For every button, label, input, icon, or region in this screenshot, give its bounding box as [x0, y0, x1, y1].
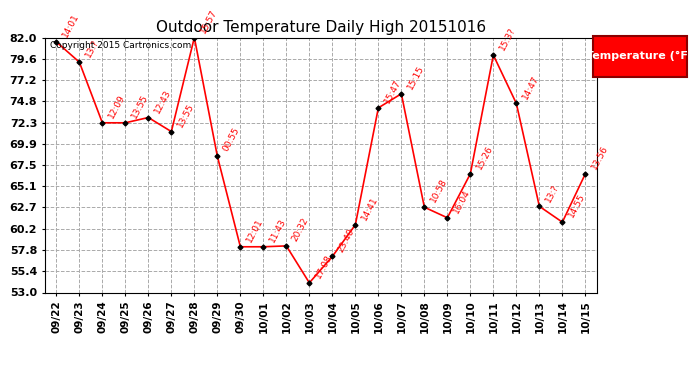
Text: 15:15: 15:15	[406, 64, 426, 91]
Text: 12:43: 12:43	[152, 88, 172, 115]
Text: 00:55: 00:55	[221, 126, 242, 153]
Text: Temperature (°F): Temperature (°F)	[586, 51, 690, 61]
Text: 16:04: 16:04	[451, 188, 471, 215]
Text: 11:43: 11:43	[268, 217, 288, 244]
Text: 10:58: 10:58	[428, 177, 448, 204]
Text: 14:41: 14:41	[359, 195, 380, 222]
Text: 17:08: 17:08	[313, 253, 333, 280]
Text: 15:3?: 15:3?	[497, 26, 517, 52]
Text: 15:57: 15:57	[199, 8, 219, 35]
Text: 13:55: 13:55	[130, 93, 150, 120]
Text: 13:55: 13:55	[175, 102, 195, 129]
Text: 14:01: 14:01	[61, 12, 81, 39]
Text: 23:40: 23:40	[337, 227, 357, 254]
Text: 13:?: 13:?	[83, 38, 101, 59]
Text: 12:09: 12:09	[106, 93, 126, 120]
Text: 13:56: 13:56	[589, 144, 609, 171]
Text: 14:47: 14:47	[520, 74, 540, 100]
Text: 15:47: 15:47	[382, 78, 402, 105]
Text: 12:01: 12:01	[244, 217, 264, 244]
Text: Copyright 2015 Cartronics.com: Copyright 2015 Cartronics.com	[50, 41, 192, 50]
Text: 20:32: 20:32	[290, 216, 310, 243]
Title: Outdoor Temperature Daily High 20151016: Outdoor Temperature Daily High 20151016	[156, 20, 486, 35]
Text: 13:?: 13:?	[544, 183, 560, 204]
Text: 15:26: 15:26	[475, 144, 495, 171]
Text: 14:55: 14:55	[566, 192, 586, 219]
